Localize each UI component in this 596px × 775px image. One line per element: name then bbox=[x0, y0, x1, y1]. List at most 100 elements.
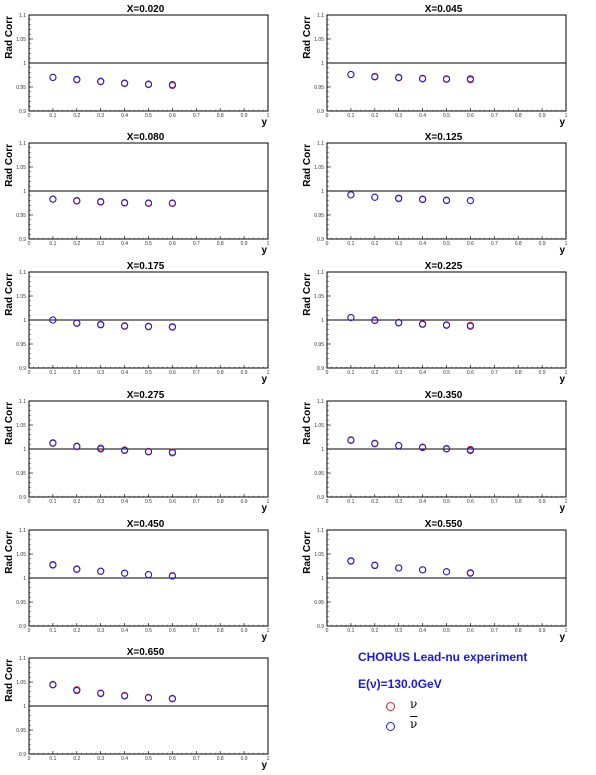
x-tick-label: 0.8 bbox=[217, 241, 224, 247]
x-tick-label: 0.5 bbox=[443, 628, 450, 634]
x-axis-label: y bbox=[261, 245, 267, 256]
x-tick-label: 0.7 bbox=[193, 628, 200, 634]
x-tick-label: 0.3 bbox=[97, 241, 104, 247]
y-tick-label: 1.05 bbox=[314, 552, 324, 558]
nubar-point bbox=[371, 193, 379, 201]
y-tick-label: 1 bbox=[321, 318, 324, 324]
x-tick-label: 0.2 bbox=[371, 370, 378, 376]
x-tick-label: 0.6 bbox=[467, 370, 474, 376]
nubar-point bbox=[144, 323, 153, 331]
x-axis-label: y bbox=[559, 117, 565, 128]
y-tick-label: 0.95 bbox=[314, 471, 324, 477]
nubar-point bbox=[395, 73, 403, 82]
x-tick-label: 0.4 bbox=[419, 241, 426, 247]
y-tick-label: 1.05 bbox=[314, 37, 324, 43]
nubar-point bbox=[442, 196, 451, 204]
nubar-point bbox=[395, 442, 403, 450]
x-tick-label: 0.8 bbox=[515, 241, 522, 247]
chart-title: X=0.550 bbox=[425, 519, 463, 530]
chart-title: X=0.125 bbox=[425, 132, 463, 143]
chart-panel-3: 0 0.1 0.2 0.3 0.4 0.5 0.6 0.7 0.8 0.9 1 0.9 0.95 1 1.0… bbox=[298, 131, 596, 260]
nubar-point bbox=[466, 569, 474, 577]
x-tick-label: 0 bbox=[28, 370, 31, 376]
nubar-point bbox=[168, 199, 176, 207]
x-axis-label: y bbox=[261, 374, 267, 385]
x-tick-label: 1 bbox=[267, 628, 270, 634]
y-tick-label: 1 bbox=[23, 447, 26, 453]
y-axis-label: Rad Corr bbox=[302, 273, 313, 316]
x-tick-label: 0.5 bbox=[443, 113, 450, 119]
x-tick-label: 1 bbox=[565, 241, 568, 247]
y-tick-label: 0.9 bbox=[19, 366, 26, 372]
nubar-point bbox=[466, 197, 474, 205]
nubar-point bbox=[49, 561, 57, 569]
chart-title: X=0.350 bbox=[425, 390, 463, 401]
x-tick-label: 0.7 bbox=[491, 370, 498, 376]
x-tick-label: 0.1 bbox=[347, 113, 354, 119]
y-tick-label: 1 bbox=[321, 447, 324, 453]
chart-title: X=0.450 bbox=[127, 519, 165, 530]
y-tick-label: 1 bbox=[23, 61, 26, 67]
x-tick-label: 0.2 bbox=[371, 113, 378, 119]
y-tick-label: 1 bbox=[23, 704, 26, 710]
x-tick-label: 0.4 bbox=[121, 499, 128, 505]
x-tick-label: 0.5 bbox=[145, 499, 152, 505]
x-tick-label: 0 bbox=[326, 113, 329, 119]
nubar-point bbox=[121, 569, 129, 577]
y-axis-label: Rad Corr bbox=[4, 16, 15, 59]
y-tick-label: 1.1 bbox=[19, 141, 26, 147]
x-tick-label: 1 bbox=[267, 241, 270, 247]
y-tick-label: 1.05 bbox=[16, 680, 26, 686]
y-axis-label: Rad Corr bbox=[4, 402, 15, 445]
nubar-point bbox=[49, 73, 57, 82]
legend: CHORUS Lead-nu experiment E(ν)=130.0GeV … bbox=[352, 648, 592, 768]
x-tick-label: 0.5 bbox=[145, 241, 152, 247]
nubar-point bbox=[347, 436, 355, 444]
x-tick-label: 0 bbox=[28, 499, 31, 505]
nubar-point bbox=[144, 448, 153, 456]
x-axis-label: y bbox=[261, 632, 267, 643]
nubar-point bbox=[419, 195, 427, 203]
nubar-point bbox=[168, 81, 176, 89]
x-tick-label: 0.4 bbox=[121, 628, 128, 634]
x-axis-label: y bbox=[261, 503, 267, 514]
x-tick-label: 0.3 bbox=[395, 499, 402, 505]
nubar-point bbox=[97, 567, 105, 575]
nubar-point bbox=[97, 321, 105, 329]
chart-panel-4: 0 0.1 0.2 0.3 0.4 0.5 0.6 0.7 0.8 0.9 1 0.9 0.95 1 1.0… bbox=[0, 260, 298, 389]
x-tick-label: 0.6 bbox=[467, 113, 474, 119]
nubar-point bbox=[466, 75, 474, 83]
x-tick-label: 0.7 bbox=[491, 628, 498, 634]
chart-svg-2: 0 0.1 0.2 0.3 0.4 0.5 0.6 0.7 0.8 0.9 1 0.9 0.95 1 1.0… bbox=[4, 132, 270, 256]
y-tick-label: 1.1 bbox=[19, 13, 26, 19]
x-tick-label: 0.7 bbox=[491, 499, 498, 505]
nubar-point bbox=[49, 195, 57, 203]
x-tick-label: 0.4 bbox=[121, 241, 128, 247]
chart-panel-5: 0 0.1 0.2 0.3 0.4 0.5 0.6 0.7 0.8 0.9 1 0.9 0.95 1 1.0… bbox=[298, 260, 596, 389]
x-tick-label: 0.2 bbox=[73, 113, 80, 119]
x-tick-label: 0.5 bbox=[443, 241, 450, 247]
nubar-point bbox=[347, 557, 355, 565]
x-tick-label: 0 bbox=[326, 241, 329, 247]
y-axis-label: Rad Corr bbox=[4, 273, 15, 316]
nubar-point bbox=[371, 72, 379, 81]
x-tick-label: 0.9 bbox=[241, 241, 248, 247]
y-tick-label: 1.05 bbox=[16, 294, 26, 300]
x-tick-label: 0.6 bbox=[169, 241, 176, 247]
x-tick-label: 0.9 bbox=[241, 113, 248, 119]
x-tick-label: 0.4 bbox=[121, 113, 128, 119]
x-tick-label: 0.3 bbox=[97, 756, 104, 762]
y-tick-label: 0.95 bbox=[16, 600, 26, 606]
chart-panel-2: 0 0.1 0.2 0.3 0.4 0.5 0.6 0.7 0.8 0.9 1 0.9 0.95 1 1.0… bbox=[0, 131, 298, 260]
chart-svg-6: 0 0.1 0.2 0.3 0.4 0.5 0.6 0.7 0.8 0.9 1 0.9 0.95 1 1.0… bbox=[4, 390, 270, 514]
nubar-point bbox=[97, 197, 105, 206]
chart-panel-1: 0 0.1 0.2 0.3 0.4 0.5 0.6 0.7 0.8 0.9 1 0.9 0.95 1 1.0… bbox=[298, 3, 596, 132]
y-axis-label: Rad Corr bbox=[302, 402, 313, 445]
nubar-point bbox=[144, 694, 153, 702]
chart-title: X=0.080 bbox=[127, 132, 165, 143]
nubar-point bbox=[121, 446, 129, 455]
legend-marker-nu bbox=[386, 702, 395, 711]
y-tick-label: 1.05 bbox=[16, 423, 26, 429]
x-tick-label: 0.3 bbox=[395, 113, 402, 119]
y-tick-label: 0.9 bbox=[19, 752, 26, 758]
